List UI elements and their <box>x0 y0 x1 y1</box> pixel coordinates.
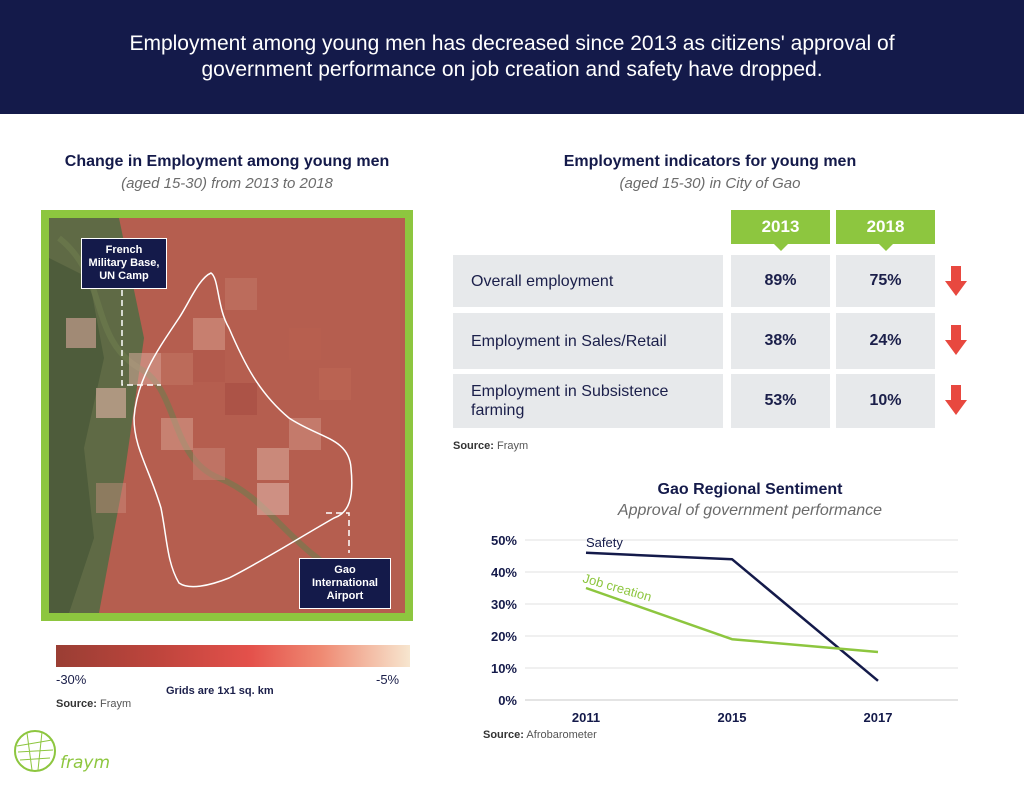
series-label-safety: Safety <box>586 535 623 550</box>
x-tick-label: 2011 <box>572 710 600 725</box>
grid-cell <box>225 278 257 310</box>
series-line-safety <box>585 551 879 682</box>
grid-cell <box>161 418 193 450</box>
x-tick-label: 2017 <box>864 710 893 725</box>
map-subtitle: (aged 15-30) from 2013 to 2018 <box>121 175 333 192</box>
row-label-farming: Employment in Subsistence farming <box>453 374 723 428</box>
callout-military-base: French Military Base, UN Camp <box>81 238 167 289</box>
y-tick-label: 40% <box>491 565 517 580</box>
grid-cell <box>193 448 225 480</box>
y-tick-label: 10% <box>491 661 517 676</box>
table-subtitle: (aged 15-30) in City of Gao <box>619 175 801 192</box>
row-label-sales: Employment in Sales/Retail <box>453 313 723 369</box>
year-header-2018: 2018 <box>836 210 935 251</box>
y-tick-label: 50% <box>491 533 517 548</box>
row-value-overall-2018: 75% <box>836 255 935 307</box>
down-arrow-icon <box>945 385 967 415</box>
leader-line-base <box>121 290 161 386</box>
headline: Employment among young men has decreased… <box>129 32 895 81</box>
grid-cell <box>66 318 96 348</box>
grid-cell <box>193 350 225 382</box>
x-tick-label: 2015 <box>718 710 747 725</box>
y-tick-label: 20% <box>491 629 517 644</box>
color-legend-bar <box>56 645 410 667</box>
table-source: Source: Fraym <box>453 440 528 452</box>
down-arrow-icon <box>945 266 967 296</box>
grid-cell <box>225 383 257 415</box>
grid-cell <box>257 448 289 480</box>
year-header-2013: 2013 <box>731 210 830 251</box>
header-banner: Employment among young men has decreased… <box>0 0 1024 114</box>
grid-cell <box>193 318 225 350</box>
callout-airport: Gao International Airport <box>299 558 391 609</box>
y-tick-label: 30% <box>491 597 517 612</box>
legend-min-label: -30% <box>56 672 87 687</box>
city-boundary <box>133 272 353 588</box>
fraym-logo-icon <box>14 730 56 772</box>
source-value: Fraym <box>497 440 529 452</box>
row-value-sales-2013: 38% <box>731 313 830 369</box>
employment-change-map: French Military Base, UN Camp Gao Intern… <box>49 218 405 613</box>
legend-max-label: -5% <box>376 672 400 687</box>
series-line-job-creation <box>585 586 879 654</box>
grid-cell <box>96 388 126 418</box>
grid-note: Grids are 1x1 sq. km <box>166 685 274 697</box>
chart-subtitle: Approval of government performance <box>617 502 883 519</box>
grid-cell <box>289 328 321 360</box>
table-title: Employment indicators for young men <box>563 153 857 170</box>
chart-source: Source: Afrobarometer <box>483 729 597 741</box>
grid-cell <box>96 483 126 513</box>
map-title: Change in Employment among young men <box>64 153 390 170</box>
grid-cell <box>257 483 289 515</box>
down-arrow-icon <box>945 325 967 355</box>
source-value: Fraym <box>100 698 132 710</box>
row-value-overall-2013: 89% <box>731 255 830 307</box>
source-label: Source: <box>56 698 97 710</box>
source-label: Source: <box>453 440 494 452</box>
chart-title: Gao Regional Sentiment <box>657 481 843 498</box>
row-value-sales-2018: 24% <box>836 313 935 369</box>
grid-cell <box>289 418 321 450</box>
source-label: Source: <box>483 729 524 741</box>
y-tick-label: 0% <box>498 693 517 708</box>
grid-cell <box>319 368 351 400</box>
map-graphic <box>49 218 405 613</box>
grid-cell <box>129 353 161 385</box>
row-value-farming-2018: 10% <box>836 374 935 428</box>
map-source: Source: Fraym <box>56 698 131 710</box>
source-value: Afrobarometer <box>526 729 597 741</box>
fraym-logo-text: fraym <box>60 753 111 773</box>
leader-line-airport <box>326 512 350 553</box>
row-value-farming-2013: 53% <box>731 374 830 428</box>
grid-cell <box>161 353 193 385</box>
row-label-overall: Overall employment <box>453 255 723 307</box>
map-frame: French Military Base, UN Camp Gao Intern… <box>41 210 413 621</box>
